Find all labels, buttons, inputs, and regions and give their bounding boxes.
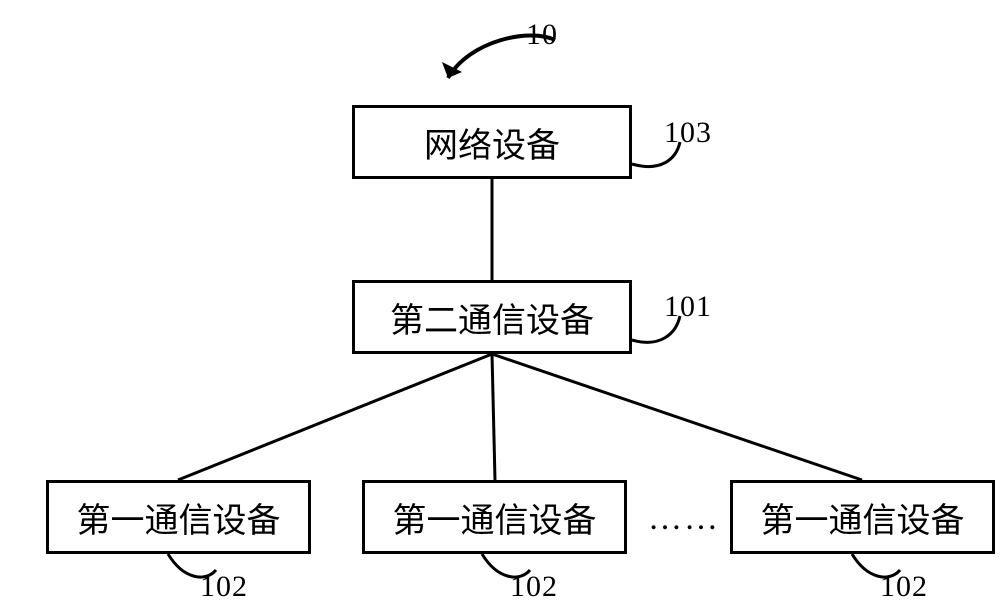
node-f2: 第一通信设备 bbox=[362, 480, 627, 554]
node-text: 第二通信设备 bbox=[390, 293, 594, 342]
node-text: 第一通信设备 bbox=[393, 493, 597, 542]
node-text: 网络设备 bbox=[424, 118, 560, 167]
callout-label-f1: 102 bbox=[200, 570, 248, 604]
node-f1: 第一通信设备 bbox=[46, 480, 311, 554]
callout-label-f3: 102 bbox=[880, 570, 928, 604]
node-f3: 第一通信设备 bbox=[730, 480, 995, 554]
callout-label-net: 103 bbox=[664, 116, 712, 150]
node-net: 网络设备 bbox=[352, 105, 632, 179]
callout-label-sec: 101 bbox=[664, 290, 712, 324]
top-pointer-label: 10 bbox=[526, 18, 558, 52]
node-sec: 第二通信设备 bbox=[352, 280, 632, 354]
callout-label-f2: 102 bbox=[510, 570, 558, 604]
node-text: 第一通信设备 bbox=[761, 493, 965, 542]
node-text: 第一通信设备 bbox=[77, 493, 281, 542]
ellipsis: …… bbox=[648, 500, 720, 538]
